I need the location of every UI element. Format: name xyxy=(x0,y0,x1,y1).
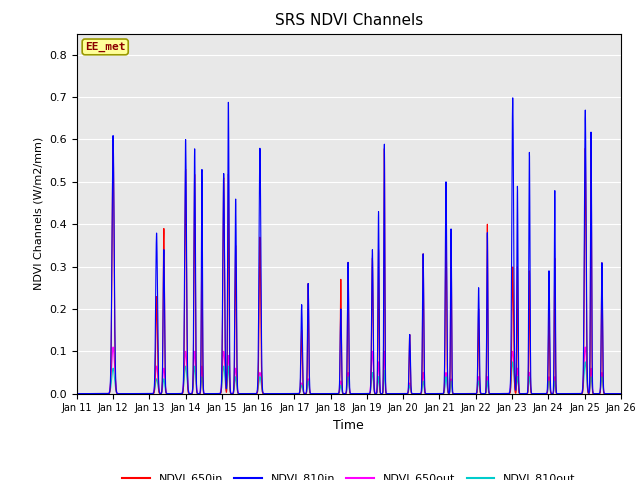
NDVI_650out xyxy=(468,391,476,396)
NDVI_650in xyxy=(573,391,581,396)
NDVI_650in xyxy=(332,391,339,396)
NDVI_810out xyxy=(301,391,309,396)
NDVI_650in xyxy=(73,391,81,396)
NDVI_650out xyxy=(600,390,608,396)
NDVI_650out xyxy=(306,388,314,394)
Line: NDVI_650out: NDVI_650out xyxy=(77,347,621,394)
NDVI_810out xyxy=(617,391,625,396)
NDVI_650out xyxy=(73,391,81,396)
NDVI_810in xyxy=(617,391,625,396)
NDVI_810in xyxy=(73,391,81,396)
NDVI_810out xyxy=(582,359,589,365)
NDVI_810in xyxy=(332,391,339,396)
NDVI_810in xyxy=(468,391,476,396)
NDVI_650in xyxy=(617,391,625,396)
NDVI_650out xyxy=(617,391,625,396)
Legend: NDVI_650in, NDVI_810in, NDVI_650out, NDVI_810out: NDVI_650in, NDVI_810in, NDVI_650out, NDV… xyxy=(118,469,580,480)
NDVI_810in xyxy=(509,95,516,101)
NDVI_650in xyxy=(306,388,314,394)
Line: NDVI_810in: NDVI_810in xyxy=(77,98,621,394)
Y-axis label: NDVI Channels (W/m2/mm): NDVI Channels (W/m2/mm) xyxy=(34,137,44,290)
NDVI_810out xyxy=(600,390,608,396)
Text: EE_met: EE_met xyxy=(85,42,125,52)
NDVI_650in xyxy=(587,130,595,135)
Title: SRS NDVI Channels: SRS NDVI Channels xyxy=(275,13,423,28)
NDVI_650in xyxy=(468,391,476,396)
NDVI_650out xyxy=(573,391,581,396)
Line: NDVI_810out: NDVI_810out xyxy=(77,362,621,394)
NDVI_650in xyxy=(301,391,309,396)
X-axis label: Time: Time xyxy=(333,419,364,432)
NDVI_650in xyxy=(600,391,608,396)
NDVI_810in xyxy=(301,391,309,396)
NDVI_810out xyxy=(573,391,581,396)
NDVI_810out xyxy=(332,391,339,396)
NDVI_810in xyxy=(306,383,314,389)
NDVI_650out xyxy=(301,391,309,396)
NDVI_810in xyxy=(573,391,581,396)
NDVI_650out xyxy=(582,344,589,350)
NDVI_810out xyxy=(306,389,314,395)
NDVI_810out xyxy=(73,391,81,396)
NDVI_810in xyxy=(600,390,608,396)
NDVI_810out xyxy=(468,391,476,396)
Line: NDVI_650in: NDVI_650in xyxy=(77,132,621,394)
NDVI_650out xyxy=(332,391,339,396)
